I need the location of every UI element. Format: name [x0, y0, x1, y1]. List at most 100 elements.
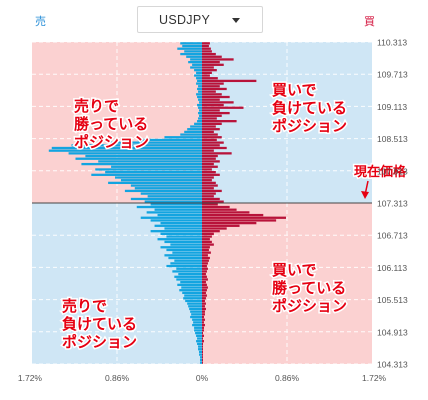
sell-bar [192, 318, 202, 321]
y-tick-label: 104.913 [377, 327, 408, 337]
buy-bar [202, 184, 218, 187]
buy-bar [202, 361, 203, 364]
buy-bar [202, 313, 205, 316]
sell-bar [160, 221, 202, 225]
sell-bar [164, 240, 202, 244]
sell-bar [95, 168, 202, 171]
buy-bar [202, 323, 205, 327]
sell-bar [194, 69, 202, 72]
sell-bar [180, 133, 202, 136]
buy-bar [202, 345, 203, 348]
buy-bar [202, 117, 217, 120]
sell-bar [111, 165, 202, 168]
sell-bar [177, 283, 202, 286]
buy-bar [202, 243, 214, 246]
sell-bar [190, 66, 202, 69]
sell-bar [160, 232, 202, 235]
buy-bar [202, 208, 237, 211]
sell-bar [75, 157, 202, 160]
sell-bar [192, 63, 202, 66]
sell-bar [181, 286, 202, 289]
sell-bar [170, 243, 202, 246]
sell-bar [198, 348, 202, 351]
buy-bar [202, 272, 206, 276]
buy-bar [202, 318, 205, 321]
buy-bar [202, 350, 203, 354]
buy-bar [202, 262, 208, 265]
sell-bar [188, 60, 202, 64]
buy-bar [202, 248, 209, 252]
buy-bar [202, 181, 216, 185]
sell-bar [196, 71, 202, 74]
zone-label-top-right-line: ポジション [272, 117, 347, 135]
buy-bar [202, 219, 277, 222]
sell-bar [200, 361, 202, 364]
buy-bar [202, 286, 208, 289]
buy-bar [202, 334, 204, 337]
buy-bar [202, 82, 224, 85]
zone-label-top-right-line: 負けている [272, 99, 347, 117]
x-tick-label: 0% [196, 373, 209, 383]
sell-bar [154, 224, 202, 227]
sell-bar [199, 114, 202, 117]
buy-bar [202, 197, 220, 201]
zone-label-top-left-line: 勝っている [74, 115, 148, 133]
buy-bar [202, 235, 212, 238]
buy-bar [202, 221, 257, 225]
buy-bar [202, 342, 203, 346]
sell-bar [140, 216, 202, 219]
sell-bar [164, 227, 202, 230]
buy-bar [202, 278, 208, 281]
buy-bar [202, 275, 207, 278]
y-tick-label: 107.913 [377, 166, 408, 176]
buy-bar [202, 356, 203, 359]
sell-bar [140, 192, 202, 195]
buy-bar [202, 141, 224, 144]
buy-bar [202, 326, 204, 329]
buy-bar [202, 125, 216, 128]
sell-bar [198, 106, 202, 109]
sell-bar [200, 356, 202, 359]
sell-bar [134, 187, 202, 190]
buy-bar [202, 74, 210, 77]
buy-bar [202, 232, 214, 235]
sell-bar [180, 42, 202, 45]
y-tick-label: 110.313 [377, 38, 407, 48]
sell-bar [196, 93, 202, 96]
buy-bar [202, 85, 220, 88]
y-tick-label: 109.713 [377, 70, 408, 80]
buy-bar [202, 69, 217, 72]
sell-bar [197, 79, 202, 83]
arrow-down-icon [361, 191, 369, 199]
sell-bar [196, 340, 202, 343]
sell-bar [150, 230, 202, 233]
sell-bar [105, 171, 202, 174]
sell-bar [184, 130, 202, 134]
buy-bar [202, 332, 203, 335]
currency-pair-selector[interactable]: USDJPY [137, 6, 263, 33]
sell-bar [191, 313, 202, 316]
sell-bar [166, 235, 202, 238]
sell-bar [184, 50, 202, 53]
sell-bar [180, 281, 202, 284]
sell-bar [194, 74, 202, 77]
sell-bar [196, 82, 202, 85]
sell-bar [184, 294, 202, 297]
buy-bar [202, 227, 227, 230]
sell-bar [194, 326, 202, 329]
sell-bar [160, 246, 202, 249]
sell-bar [198, 117, 202, 120]
sell-bar [197, 87, 202, 91]
sell-bar [198, 111, 202, 115]
sell-bar [130, 184, 202, 187]
buy-bar [202, 160, 220, 163]
buy-bar [202, 136, 222, 139]
buy-bar [202, 44, 209, 48]
buy-bar [202, 251, 211, 254]
buy-bar [202, 157, 216, 160]
buy-bar [202, 154, 218, 158]
buy-bar [202, 302, 206, 305]
sell-bar [144, 200, 202, 203]
zone-label-bottom-right-line: 勝っている [272, 279, 346, 297]
buy-bar [202, 122, 222, 125]
